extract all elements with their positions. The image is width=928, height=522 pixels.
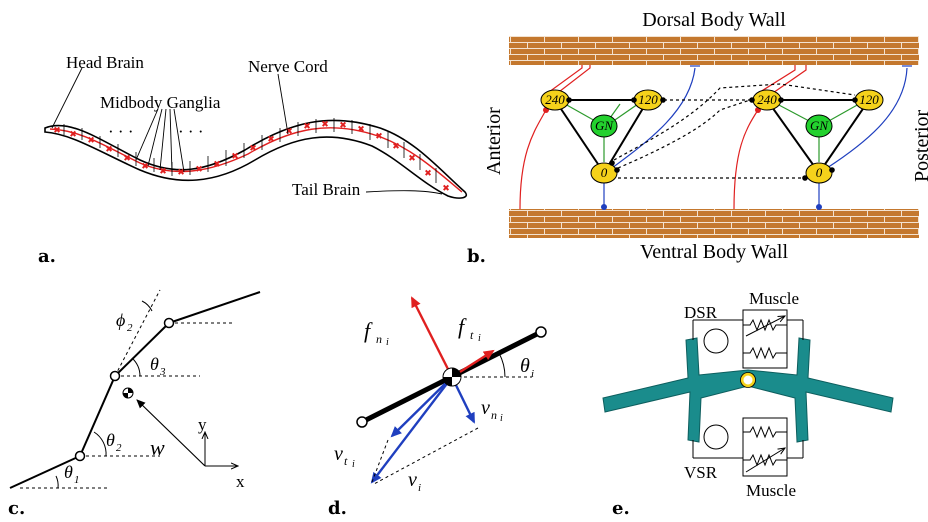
- dorsal-wall: [509, 36, 919, 65]
- x-axis-label: x: [236, 472, 245, 491]
- phi2-sub: 2: [127, 322, 133, 334]
- dots-left: · · ·: [108, 122, 133, 141]
- theta1-sub: 1: [74, 474, 80, 486]
- anterior-label: Anterior: [483, 107, 505, 175]
- vt-label: v: [334, 443, 343, 465]
- u2-node-0: 0: [816, 165, 823, 180]
- svg-text:✖: ✖: [249, 144, 257, 154]
- panel-label-c: c.: [8, 498, 25, 519]
- muscle-top-label: Muscle: [749, 289, 799, 308]
- vi-label: v: [408, 469, 417, 491]
- svg-text:✖: ✖: [267, 135, 275, 145]
- ft-sub-t: t: [470, 328, 474, 342]
- svg-text:✖: ✖: [408, 154, 416, 164]
- ft-sub-i: i: [478, 333, 481, 344]
- dsr-label: DSR: [684, 303, 718, 322]
- dorsal-label: Dorsal Body Wall: [642, 9, 786, 31]
- svg-text:✖: ✖: [141, 162, 149, 172]
- joint-e: [740, 372, 756, 388]
- dots-right: · · ·: [178, 122, 203, 141]
- tail-brain-label: Tail Brain: [292, 180, 361, 199]
- vn-sub-i: i: [500, 413, 503, 424]
- theta3-sub: 3: [159, 366, 166, 378]
- svg-text:✖: ✖: [285, 127, 293, 137]
- svg-text:✖: ✖: [177, 168, 185, 178]
- coupling-dashed: [613, 83, 856, 179]
- vsr-receptor: [703, 424, 729, 450]
- dsr-receptor: [703, 328, 729, 354]
- svg-text:✖: ✖: [213, 160, 221, 170]
- svg-text:✖: ✖: [195, 165, 203, 175]
- theta3-label: θ: [150, 354, 159, 374]
- fn-sub-n: n: [376, 332, 382, 346]
- pointer-lines-a: [51, 67, 443, 195]
- theta2-label: θ: [106, 430, 115, 450]
- u2-node-120: 120: [859, 92, 879, 107]
- svg-text:✖: ✖: [442, 184, 450, 194]
- midbody-ganglia-label: Midbody Ganglia: [100, 93, 221, 112]
- u1-node-0: 0: [601, 165, 608, 180]
- fn-sub-i: i: [386, 337, 389, 348]
- panel-d: f n i f t i θ i v n i v t i v i d.: [328, 296, 547, 519]
- ventral-label: Ventral Body Wall: [640, 241, 788, 263]
- svg-text:✖: ✖: [159, 167, 167, 177]
- u1-node-120: 120: [638, 92, 658, 107]
- panel-b: Dorsal Body Wall Ventral Body Wall Anter…: [467, 9, 928, 267]
- vn-sub-n: n: [491, 408, 497, 422]
- ventral-wall: [509, 209, 919, 238]
- y-axis-label: y: [198, 415, 207, 434]
- svg-text:✖: ✖: [123, 154, 131, 164]
- theta-i-sub: i: [531, 368, 534, 380]
- body-segments: [602, 337, 894, 443]
- panel-label-e: e.: [612, 498, 630, 519]
- vt-sub-i: i: [352, 459, 355, 470]
- cpg-unit-2: 240 120 0 GN: [733, 65, 912, 210]
- svg-text:✖: ✖: [339, 121, 347, 131]
- vi-sub: i: [418, 482, 421, 494]
- svg-text:✖: ✖: [303, 122, 311, 132]
- u1-node-gn: GN: [595, 118, 614, 133]
- segment-lines: [63, 118, 437, 183]
- vt-sub-t: t: [344, 454, 348, 468]
- panel-c: θ 1 θ 2 θ 3 ϕ 2 w y x c.: [8, 289, 261, 519]
- panel-label-b: b.: [467, 246, 486, 267]
- head-brain-label: Head Brain: [66, 53, 144, 72]
- svg-text:✖: ✖: [53, 126, 61, 136]
- svg-text:✖: ✖: [69, 130, 77, 140]
- posterior-label: Posterior: [911, 109, 928, 182]
- theta2-sub: 2: [116, 442, 122, 454]
- svg-text:✖: ✖: [87, 136, 95, 146]
- svg-text:✖: ✖: [357, 125, 365, 135]
- panel-label-d: d.: [328, 498, 347, 519]
- cpg-unit-1: 240 120 0 GN: [519, 65, 700, 210]
- panel-label-a: a.: [38, 246, 56, 267]
- u2-node-240: 240: [757, 92, 777, 107]
- vn-label: v: [481, 397, 490, 419]
- svg-text:✖: ✖: [424, 169, 432, 179]
- theta-i-label: θ: [520, 355, 530, 377]
- svg-text:✖: ✖: [392, 142, 400, 152]
- nerve-cord-line: [49, 127, 463, 193]
- worm-body: [44, 119, 467, 199]
- panel-a: ✖ ✖ ✖ ✖ ✖ ✖ ✖ ✖ ✖ ✖ ✖ ✖ ✖ ✖ ✖ ✖ ✖ ✖ ✖ ✖ ✖ ✖ ✖ Head Brai…: [38, 53, 467, 267]
- phi2-label: ϕ: [116, 310, 125, 330]
- u2-node-gn: GN: [810, 118, 829, 133]
- theta1-label: θ: [64, 462, 73, 482]
- svg-text:✖: ✖: [321, 120, 329, 130]
- svg-text:✖: ✖: [105, 145, 113, 155]
- svg-text:✖: ✖: [231, 152, 239, 162]
- ganglia: ✖ ✖ ✖ ✖ ✖ ✖ ✖ ✖ ✖ ✖ ✖ ✖ ✖ ✖ ✖ ✖ ✖ ✖ ✖ ✖ ✖ ✖ ✖: [53, 120, 450, 194]
- muscle-bottom-label: Muscle: [746, 481, 796, 500]
- nerve-cord-label: Nerve Cord: [248, 57, 328, 76]
- ft-label: f: [458, 314, 467, 339]
- fn-label: f: [364, 318, 373, 343]
- u1-node-240: 240: [545, 92, 565, 107]
- svg-text:✖: ✖: [375, 132, 383, 142]
- w-label: w: [150, 435, 165, 460]
- panel-e: DSR VSR Muscle Muscle e.: [602, 289, 894, 519]
- vsr-label: VSR: [684, 463, 718, 482]
